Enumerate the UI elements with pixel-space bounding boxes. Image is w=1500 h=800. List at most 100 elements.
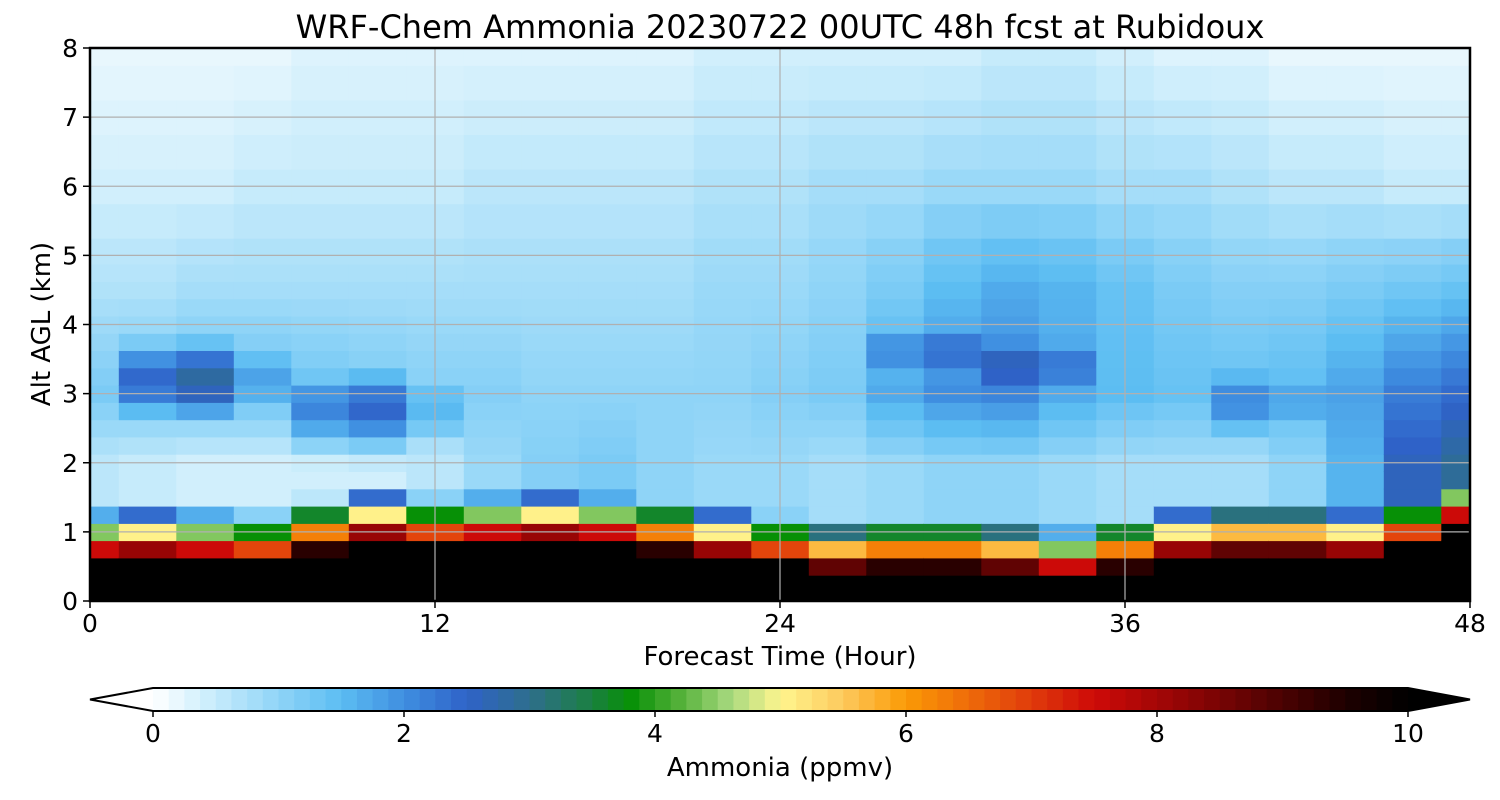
colorbar-segment [1094,688,1111,711]
heatmap-cell [693,350,752,369]
heatmap-cell [1211,471,1270,490]
heatmap-cell [1038,134,1097,170]
heatmap-cell [1326,557,1385,576]
heatmap-cell [981,506,1040,524]
heatmap-cell [578,65,637,101]
heatmap-cell [233,592,292,601]
heatmap-cell [1153,506,1212,524]
heatmap-cell [521,540,580,559]
heatmap-cell [90,65,120,101]
colorbar-segment [1329,688,1346,711]
heatmap-cell [90,264,120,282]
heatmap-cell [866,203,925,239]
colorbar-segment [1251,688,1268,711]
heatmap-cell [981,471,1040,490]
heatmap-cell [866,419,925,438]
heatmap-cell [233,281,292,300]
heatmap-cell [1268,540,1327,559]
heatmap-cell [1441,592,1470,601]
heatmap-cell [1153,488,1212,507]
heatmap-cell [923,48,982,66]
heatmap-cell [578,419,637,438]
heatmap-cell [521,65,580,101]
heatmap-cell [981,298,1040,317]
heatmap-cell [176,281,235,300]
heatmap-cell [1038,350,1097,369]
colorbar-segment [843,688,860,711]
colorbar-segment [921,688,938,711]
colorbar-ticks: 0 2 4 6 8 10 [145,711,1424,748]
colorbar-segment [1392,688,1409,711]
heatmap-cell [1038,367,1097,386]
heatmap-cell [808,134,867,170]
colorbar-label: Ammonia (ppmv) [667,753,893,783]
heatmap-cell [808,333,867,351]
heatmap-cell [463,333,522,351]
heatmap-cell [521,592,580,601]
y-axis-label: Alt AGL (km) [27,242,57,406]
heatmap-cell [291,367,350,386]
heatmap-cell [463,48,522,66]
heatmap-cell [463,419,522,438]
heatmap-cell [808,419,867,438]
heatmap-cell [1038,488,1097,507]
heatmap-cell [866,540,925,559]
heatmap-cell [693,419,752,438]
heatmap-cell [118,471,177,490]
colorbar-segment [1282,688,1299,711]
heatmap-cell [291,350,350,369]
heatmap-cell [90,134,120,170]
heatmap-cell [1326,575,1385,593]
heatmap-cell [866,333,925,351]
heatmap-cell [923,419,982,438]
heatmap-cell [636,402,695,421]
x-tick-label: 48 [1454,609,1486,638]
heatmap-cell [233,402,292,421]
heatmap-cell [981,65,1040,101]
colorbar-segment [341,688,358,711]
heatmap-cell [1383,238,1442,265]
heatmap-cell [233,203,292,239]
heatmap-cell [981,333,1040,351]
colorbar-segment [309,688,327,711]
heatmap-cell [1383,488,1442,507]
heatmap-cell [291,488,350,507]
heatmap-cell [90,48,120,66]
heatmap-cell [866,557,925,576]
heatmap-cell [981,134,1040,170]
heatmap-cell [348,419,407,438]
colorbar-segment [1266,688,1283,711]
heatmap-cell [1383,281,1442,300]
heatmap-cell [90,575,120,593]
heatmap-cell [463,281,522,300]
heatmap-cell [291,238,350,265]
colorbar-tick-label: 2 [396,719,412,748]
heatmap-cell [90,333,120,351]
colorbar-segment [1031,688,1048,711]
heatmap-cell [923,281,982,300]
heatmap-cell [1153,419,1212,438]
heatmap-cell [233,557,292,576]
heatmap-cell [808,264,867,282]
colorbar-segment [811,688,829,711]
colorbar-segment [670,688,687,711]
heatmap-cell [923,238,982,265]
heatmap-cell [693,506,752,524]
heatmap-cell [1441,264,1470,282]
heatmap-cell [90,298,120,317]
heatmap-cell [636,557,695,576]
colorbar-segment [231,688,248,711]
heatmap-cell [578,203,637,239]
colorbar-segment [560,688,578,711]
heatmap-cell [981,264,1040,282]
colorbar-segment [1313,688,1331,711]
heatmap-cell [1153,333,1212,351]
heatmap-cell [1153,48,1212,66]
heatmap-cell [348,238,407,265]
heatmap-cell [118,65,177,101]
heatmap-cell [578,436,637,455]
heatmap-cell [1268,436,1327,455]
heatmap-cell [1268,203,1327,239]
heatmap-cell [463,238,522,265]
heatmap-cell [1441,203,1470,239]
